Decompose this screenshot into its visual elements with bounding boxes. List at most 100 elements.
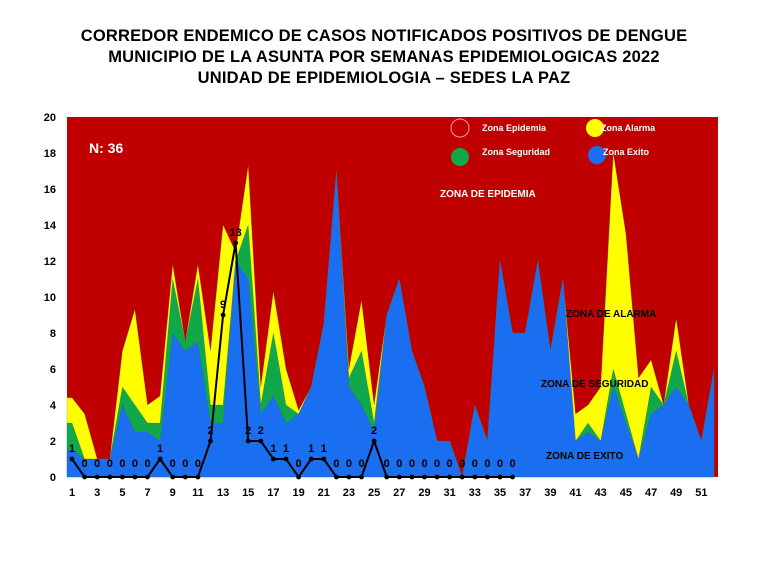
cases-point-label: 2 [207, 425, 213, 437]
zona-exito-label: ZONA DE EXITO [546, 451, 623, 462]
cases-point [371, 438, 377, 444]
cases-point [359, 474, 364, 480]
cases-point-label: 1 [270, 443, 276, 455]
x-tick-label: 49 [670, 487, 682, 499]
legend: Zona Epidemia Zona Alarma Zona Seguridad… [450, 118, 656, 166]
cases-point-label: 0 [195, 458, 201, 470]
legend-label-alarma: Zona Alarma [601, 123, 656, 133]
legend-item-exito: Zona Exito [588, 146, 650, 164]
cases-point-label: 0 [447, 458, 453, 470]
zona-alarma-label: ZONA DE ALARMA [566, 309, 656, 320]
x-tick-label: 11 [192, 487, 204, 499]
cases-point [145, 474, 150, 480]
y-tick-label: 14 [44, 220, 57, 232]
x-tick-label: 1 [69, 487, 75, 499]
cases-point-label: 9 [220, 299, 226, 311]
cases-point [132, 474, 138, 480]
legend-item-epidemia: Zona Epidemia [450, 118, 547, 138]
x-tick-label: 25 [368, 487, 380, 499]
cases-point [107, 474, 113, 480]
legend-item-seguridad: Zona Seguridad [451, 147, 550, 166]
x-tick-label: 29 [418, 487, 430, 499]
cases-point [220, 312, 226, 318]
cases-point-label: 2 [371, 425, 377, 437]
cases-point-label: 1 [283, 443, 289, 455]
zona-seguridad-label: ZONA DE SEGURIDAD [541, 379, 648, 390]
cases-point-label: 0 [346, 458, 352, 470]
cases-point-label: 0 [132, 458, 138, 470]
cases-point-label: 0 [497, 458, 503, 470]
cases-point [334, 474, 339, 480]
x-axis-ticks: 1 3 5 7 9 11 13 15 17 19 21 23 25 27 29 31 33 35 37 39 41 43 4… [69, 487, 708, 499]
cases-point [69, 456, 75, 462]
y-tick-label: 18 [44, 148, 56, 160]
cases-point-label: 0 [119, 458, 125, 470]
cases-point [447, 474, 452, 480]
y-tick-label: 12 [44, 256, 56, 268]
cases-point [296, 474, 301, 480]
x-tick-label: 39 [544, 487, 556, 499]
legend-swatch-alarma [586, 119, 604, 137]
legend-swatch-exito [588, 146, 606, 164]
cases-point [346, 474, 352, 480]
cases-point [434, 474, 440, 480]
zone-areas [66, 152, 715, 478]
title-line-3: UNIDAD DE EPIDEMIOLOGIA – SEDES LA PAZ [197, 69, 571, 87]
x-tick-label: 5 [119, 487, 125, 499]
y-tick-label: 20 [44, 112, 56, 124]
x-tick-label: 37 [519, 487, 531, 499]
x-tick-label: 3 [94, 487, 100, 499]
x-tick-label: 51 [695, 487, 707, 499]
cases-point-label: 0 [409, 458, 415, 470]
cases-point-label: 1 [308, 443, 314, 455]
cases-point-label: 2 [245, 425, 251, 437]
cases-point [384, 474, 390, 480]
cases-point [321, 456, 327, 462]
x-tick-label: 31 [443, 487, 455, 499]
legend-label-exito: Zona Exito [603, 147, 650, 157]
y-tick-label: 10 [44, 292, 56, 304]
cases-point [120, 474, 125, 480]
x-tick-label: 21 [318, 487, 330, 499]
x-tick-label: 17 [267, 487, 279, 499]
legend-swatch-seguridad [451, 148, 469, 166]
cases-point-label: 0 [510, 458, 516, 470]
cases-point-label: 0 [472, 458, 478, 470]
x-tick-label: 45 [620, 487, 632, 499]
x-tick-label: 33 [469, 487, 481, 499]
y-tick-label: 16 [44, 184, 56, 196]
x-tick-label: 9 [170, 487, 176, 499]
cases-point [422, 474, 427, 480]
cases-point [182, 474, 188, 480]
cases-point [208, 438, 213, 444]
legend-item-alarma: Zona Alarma [586, 119, 656, 137]
y-tick-label: 4 [50, 400, 57, 412]
y-tick-label: 2 [50, 436, 56, 448]
cases-point [170, 474, 176, 480]
cases-point-label: 13 [229, 227, 241, 239]
cases-point-label: 2 [258, 425, 264, 437]
zona-epidemia-label: ZONA DE EPIDEMIA [440, 189, 536, 200]
cases-point-label: 0 [333, 458, 339, 470]
cases-point-label: 0 [296, 458, 302, 470]
x-tick-label: 35 [494, 487, 506, 499]
x-tick-label: 43 [595, 487, 607, 499]
cases-point-label: 0 [170, 458, 176, 470]
legend-swatch-epidemia [450, 118, 470, 138]
cases-point-label: 0 [94, 458, 100, 470]
cases-point-label: 0 [459, 458, 465, 470]
n-total-label: N: 36 [89, 140, 123, 156]
cases-point-label: 1 [69, 443, 75, 455]
cases-point-label: 0 [421, 458, 427, 470]
cases-point [485, 474, 490, 480]
cases-point [396, 474, 402, 480]
cases-point [157, 456, 163, 462]
y-axis-ticks: 0 2 4 6 8 10 12 14 16 18 20 [44, 112, 57, 484]
cases-point [82, 474, 87, 480]
cases-point [245, 438, 251, 444]
cases-point-label: 0 [434, 458, 440, 470]
cases-point-label: 0 [107, 458, 113, 470]
cases-point-label: 0 [396, 458, 402, 470]
cases-point [510, 474, 515, 480]
